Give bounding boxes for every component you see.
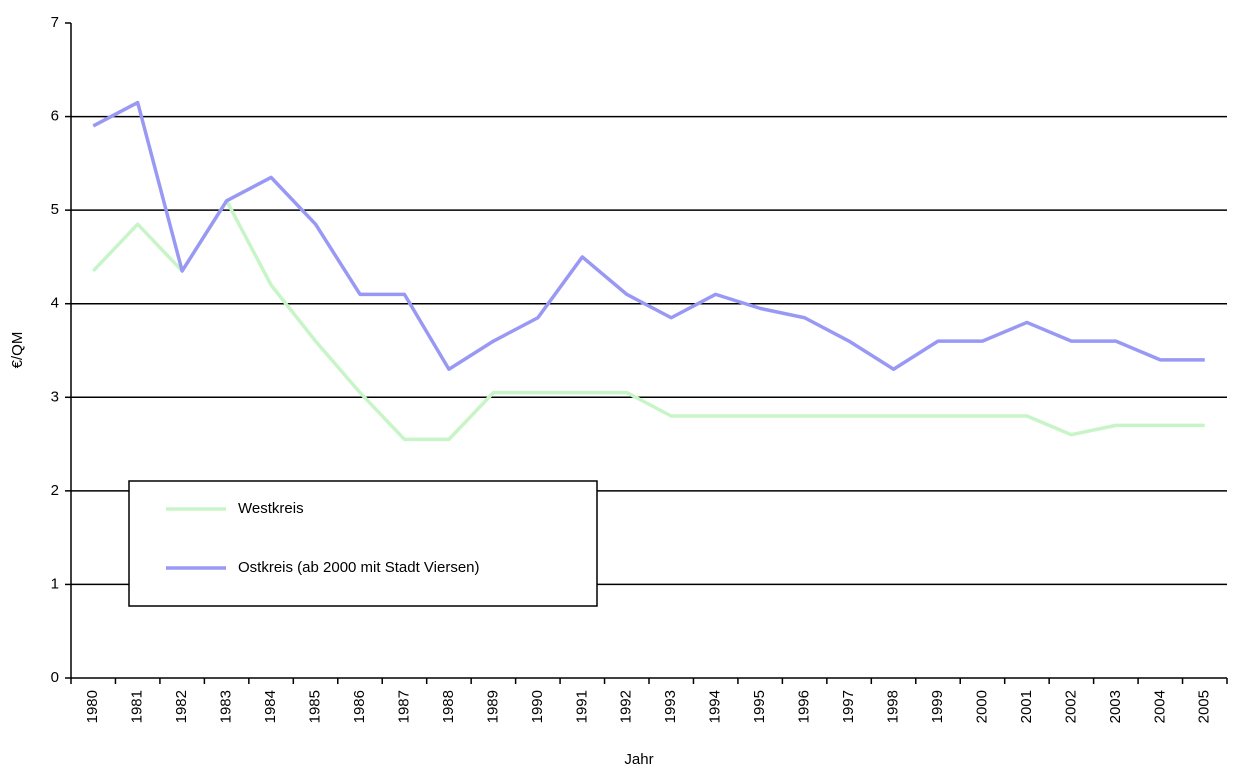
x-tick-label: 1996: [796, 690, 813, 723]
y-tick-label: 3: [51, 388, 59, 405]
x-tick-label: 2002: [1062, 690, 1079, 723]
y-tick-label: 5: [51, 201, 59, 218]
legend-label: Ostkreis (ab 2000 mit Stadt Viersen): [238, 559, 480, 576]
legend-label: Westkreis: [238, 500, 304, 517]
y-axis-label: €/QM: [9, 332, 26, 369]
x-tick-label: 1995: [751, 690, 768, 723]
x-tick-label: 1985: [307, 690, 324, 723]
x-tick-label: 1989: [484, 690, 501, 723]
x-axis-label: Jahr: [624, 751, 653, 768]
legend-box: [128, 480, 598, 607]
x-tick-label: 1997: [840, 690, 857, 723]
x-tick-label: 2005: [1196, 690, 1213, 723]
y-tick-label: 7: [51, 14, 59, 31]
y-tick-label: 0: [51, 669, 59, 686]
x-tick-label: 1980: [84, 690, 101, 723]
x-tick-label: 1991: [573, 690, 590, 723]
x-tick-label: 1993: [662, 690, 679, 723]
series-line: [92, 100, 1205, 371]
y-tick-label: 4: [51, 295, 59, 312]
series-line: [91, 199, 1205, 442]
x-tick-label: 2004: [1151, 690, 1168, 723]
x-tick-label: 1982: [173, 690, 190, 723]
y-tick-label: 1: [51, 575, 59, 592]
x-tick-label: 1983: [218, 690, 235, 723]
x-tick-label: 1992: [618, 690, 635, 723]
x-tick-label: 1994: [707, 690, 724, 723]
x-tick-label: 2001: [1018, 690, 1035, 723]
x-tick-label: 1986: [351, 690, 368, 723]
x-tick-label: 1987: [395, 690, 412, 723]
x-tick-label: 1998: [885, 690, 902, 723]
x-tick-label: 1988: [440, 690, 457, 723]
y-tick-label: 6: [51, 108, 59, 125]
x-tick-label: 1990: [529, 690, 546, 723]
x-tick-label: 2000: [973, 690, 990, 723]
y-tick-label: 2: [51, 482, 59, 499]
x-tick-label: 1981: [129, 690, 146, 723]
x-tick-label: 1984: [262, 690, 279, 723]
x-tick-label: 2003: [1107, 690, 1124, 723]
x-tick-label: 1999: [929, 690, 946, 723]
